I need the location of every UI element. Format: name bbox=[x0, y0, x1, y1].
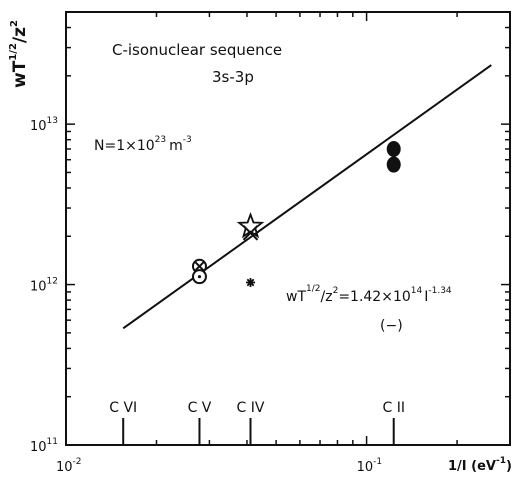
y-tick-label: 1011 bbox=[30, 437, 58, 455]
y-axis-label: wT1/2/z2 bbox=[8, 20, 30, 88]
y-label-t: T bbox=[10, 60, 30, 72]
svg-text:wT1/2/z2: wT1/2/z2 bbox=[8, 20, 30, 88]
fit-line bbox=[122, 64, 492, 330]
ion-marker-label: C II bbox=[382, 400, 404, 416]
data-point-circle-x bbox=[191, 258, 207, 274]
y-tick-label: 1013 bbox=[30, 116, 58, 134]
annotation-density: N=1×1023 m-3 bbox=[94, 135, 192, 154]
ion-marker-label: C V bbox=[188, 400, 212, 416]
data-point-cross-x bbox=[242, 225, 259, 241]
data-point-asterisk bbox=[246, 278, 256, 288]
data-point-circle-dot bbox=[191, 269, 207, 285]
annotation-fit-equation: wT1/2/z2=1.42×1014 I-1.34 bbox=[286, 284, 452, 305]
y-label-div: /z bbox=[10, 27, 30, 43]
y-label-div-exp: 2 bbox=[9, 20, 20, 27]
annotation-transition: 3s-3p bbox=[212, 68, 254, 86]
marker-cross bbox=[242, 225, 259, 241]
x-axis-label: 1/I (eV-1) bbox=[448, 456, 512, 474]
x-tick-label: 10-1 bbox=[357, 457, 383, 475]
annotation-fit-line-label: (−) bbox=[380, 318, 403, 334]
data-point-filled-circle bbox=[386, 156, 401, 173]
axis-ticks: 10-2 10-1 1011 1012 1013 bbox=[30, 11, 510, 475]
ion-marker-label: C VI bbox=[109, 400, 137, 416]
plot-frame bbox=[65, 11, 511, 446]
data-point-filled-circle bbox=[386, 140, 401, 157]
marker-asterisk bbox=[246, 278, 256, 288]
ion-marker-label: C IV bbox=[237, 400, 265, 416]
marker-x bbox=[194, 261, 205, 272]
marker-dot bbox=[197, 275, 202, 279]
y-tick-label: 1012 bbox=[30, 277, 58, 295]
marker-filled-circle bbox=[386, 140, 401, 157]
y-label-frac: 1/2 bbox=[8, 43, 19, 61]
y-label-w: w bbox=[10, 72, 30, 88]
marker-filled-circle bbox=[386, 156, 401, 173]
x-tick-label: 10-2 bbox=[56, 457, 82, 475]
annotation-sequence: C-isonuclear sequence bbox=[112, 41, 282, 59]
ion-markers: C VI C V C IV C II bbox=[109, 400, 405, 445]
data-points bbox=[191, 140, 401, 288]
